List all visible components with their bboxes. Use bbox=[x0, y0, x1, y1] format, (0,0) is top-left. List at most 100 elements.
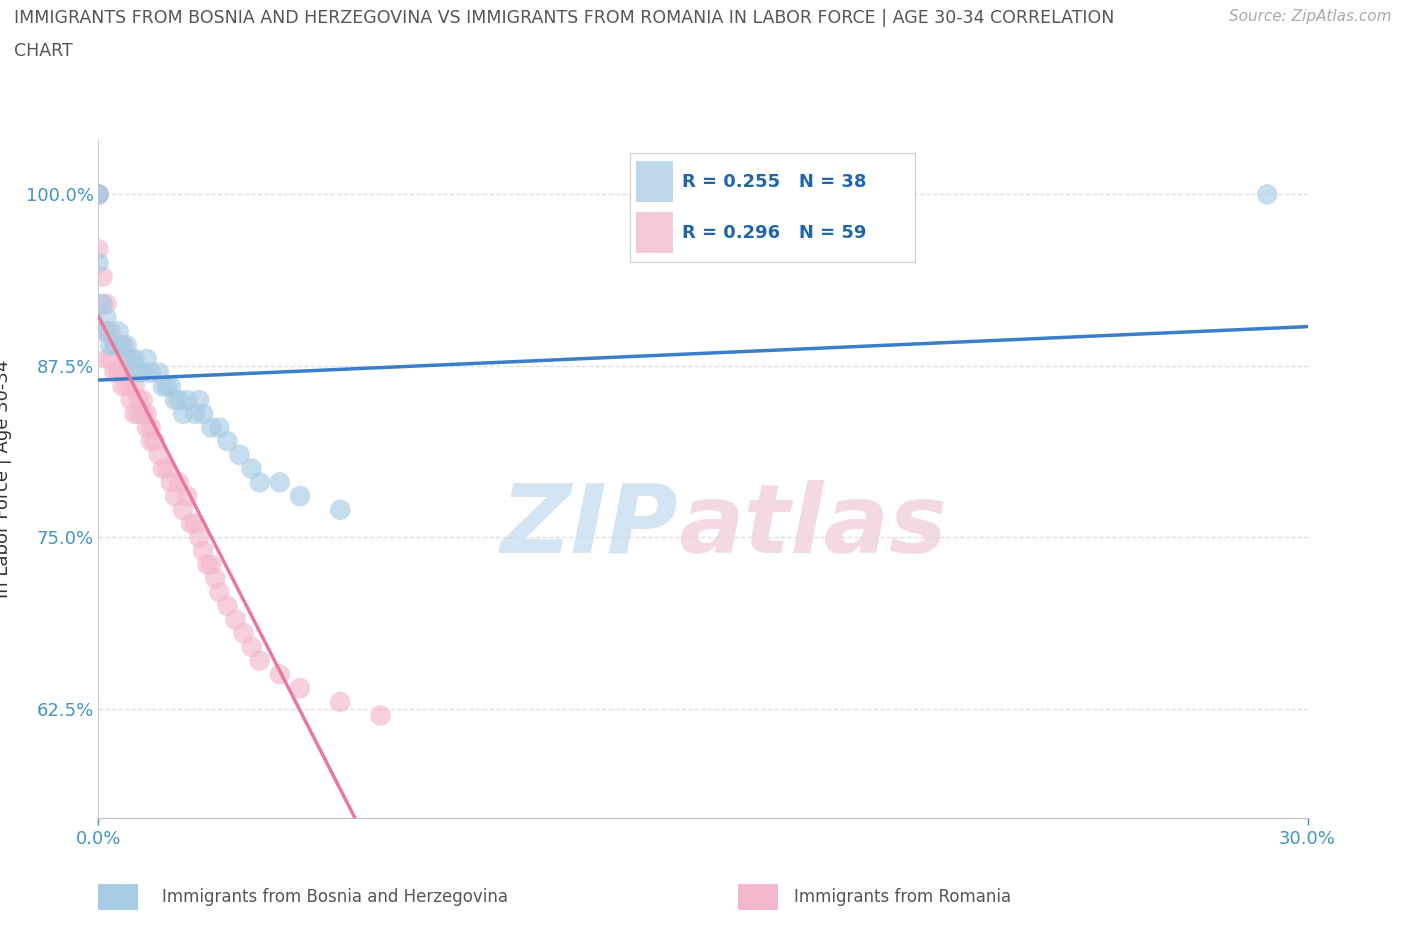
Point bbox=[87, 187, 110, 202]
Text: atlas: atlas bbox=[679, 480, 948, 573]
Y-axis label: In Labor Force | Age 30-34: In Labor Force | Age 30-34 bbox=[0, 360, 11, 598]
Point bbox=[96, 324, 118, 339]
Point bbox=[139, 420, 162, 435]
Point bbox=[249, 653, 271, 668]
Point bbox=[124, 379, 146, 393]
Point bbox=[172, 502, 194, 517]
Point bbox=[111, 365, 134, 380]
Point bbox=[111, 379, 134, 393]
Point bbox=[96, 352, 118, 366]
Point bbox=[111, 338, 134, 352]
Point bbox=[100, 338, 122, 352]
Point bbox=[329, 695, 352, 710]
Point bbox=[96, 324, 118, 339]
Point bbox=[91, 269, 114, 284]
Point bbox=[180, 516, 202, 531]
Point bbox=[124, 352, 146, 366]
Point bbox=[288, 681, 311, 696]
Point bbox=[103, 365, 125, 380]
Point bbox=[172, 406, 194, 421]
Point bbox=[135, 420, 157, 435]
Point bbox=[115, 338, 138, 352]
Point bbox=[184, 516, 207, 531]
Point bbox=[156, 461, 179, 476]
Point bbox=[96, 297, 118, 312]
Point bbox=[107, 338, 129, 352]
Point bbox=[100, 324, 122, 339]
Point bbox=[115, 352, 138, 366]
Point bbox=[139, 365, 162, 380]
Point bbox=[96, 311, 118, 325]
Point bbox=[135, 352, 157, 366]
Point bbox=[228, 447, 250, 462]
Point bbox=[240, 461, 263, 476]
Point bbox=[143, 433, 166, 448]
Point bbox=[103, 338, 125, 352]
Point bbox=[120, 365, 142, 380]
Point bbox=[329, 502, 352, 517]
Point bbox=[120, 392, 142, 407]
Point bbox=[167, 392, 190, 407]
Point bbox=[160, 379, 183, 393]
Point bbox=[288, 488, 311, 503]
Point bbox=[188, 392, 211, 407]
Point bbox=[249, 475, 271, 490]
Point bbox=[111, 338, 134, 352]
Point bbox=[156, 379, 179, 393]
Point bbox=[217, 433, 239, 448]
Point bbox=[128, 406, 150, 421]
Point bbox=[269, 475, 291, 490]
Text: Source: ZipAtlas.com: Source: ZipAtlas.com bbox=[1229, 9, 1392, 24]
Text: Immigrants from Romania: Immigrants from Romania bbox=[794, 888, 1011, 907]
Point bbox=[167, 475, 190, 490]
Point bbox=[204, 571, 226, 586]
Point bbox=[124, 406, 146, 421]
Point bbox=[87, 256, 110, 271]
Point bbox=[107, 324, 129, 339]
Point bbox=[91, 297, 114, 312]
Point bbox=[160, 475, 183, 490]
Point bbox=[139, 433, 162, 448]
Point bbox=[152, 461, 174, 476]
Point bbox=[87, 187, 110, 202]
Point bbox=[176, 488, 198, 503]
Point bbox=[195, 557, 218, 572]
Point bbox=[91, 324, 114, 339]
Point bbox=[115, 379, 138, 393]
Point bbox=[87, 242, 110, 257]
Point bbox=[132, 365, 155, 380]
Point bbox=[184, 406, 207, 421]
Point bbox=[1256, 187, 1278, 202]
Point bbox=[163, 392, 186, 407]
Point bbox=[87, 187, 110, 202]
Point bbox=[193, 406, 215, 421]
Point bbox=[232, 626, 254, 641]
Point bbox=[128, 392, 150, 407]
Point bbox=[91, 297, 114, 312]
Point bbox=[200, 420, 222, 435]
Point bbox=[176, 392, 198, 407]
Point bbox=[87, 187, 110, 202]
Point bbox=[132, 392, 155, 407]
Point bbox=[152, 379, 174, 393]
Point bbox=[208, 585, 231, 600]
Text: IMMIGRANTS FROM BOSNIA AND HERZEGOVINA VS IMMIGRANTS FROM ROMANIA IN LABOR FORCE: IMMIGRANTS FROM BOSNIA AND HERZEGOVINA V… bbox=[14, 9, 1115, 27]
Point bbox=[128, 365, 150, 380]
Point bbox=[217, 598, 239, 613]
Point bbox=[107, 365, 129, 380]
Point bbox=[240, 640, 263, 655]
Point bbox=[100, 352, 122, 366]
Point bbox=[193, 543, 215, 558]
Point bbox=[163, 488, 186, 503]
Point bbox=[224, 612, 246, 627]
Point bbox=[148, 447, 170, 462]
Point bbox=[103, 338, 125, 352]
Point bbox=[208, 420, 231, 435]
Point bbox=[370, 708, 392, 723]
Text: Immigrants from Bosnia and Herzegovina: Immigrants from Bosnia and Herzegovina bbox=[162, 888, 508, 907]
Point bbox=[269, 667, 291, 682]
Point bbox=[120, 352, 142, 366]
Point bbox=[135, 406, 157, 421]
Point bbox=[188, 530, 211, 545]
Point bbox=[200, 557, 222, 572]
